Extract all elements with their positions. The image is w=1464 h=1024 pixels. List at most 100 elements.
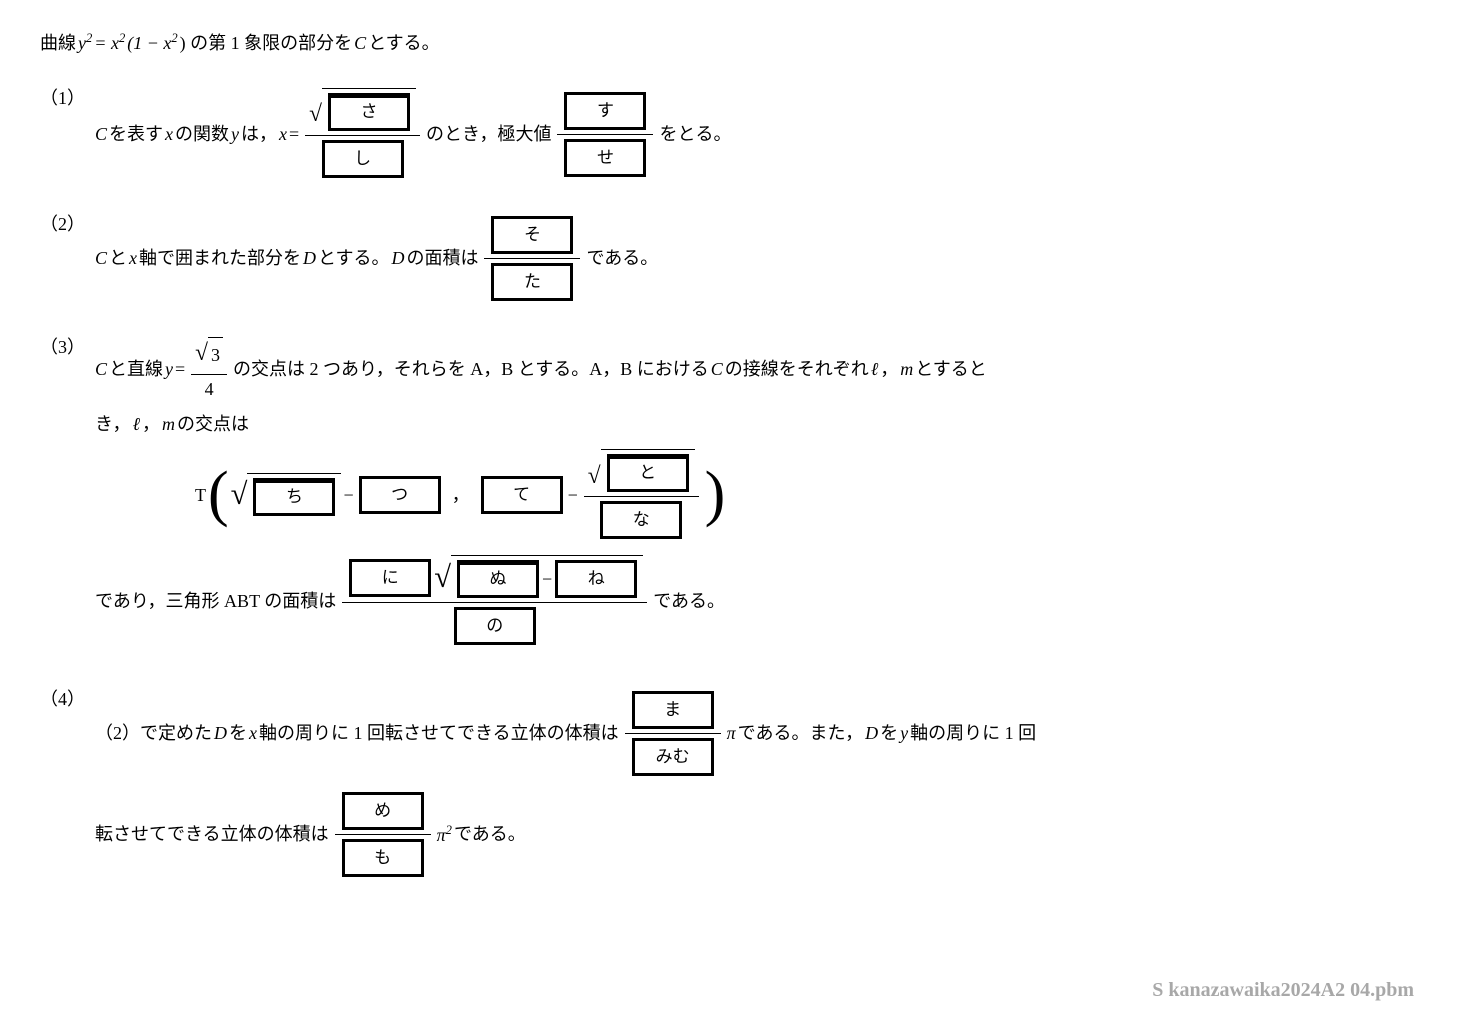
item-body: C と x 軸で囲まれた部分を D とする。 D の面積は そ た である。: [95, 212, 1424, 305]
var-l: ℓ: [132, 412, 140, 437]
var-x: x: [129, 246, 137, 271]
text: を: [229, 721, 247, 746]
text: 軸で囲まれた部分を: [139, 246, 301, 271]
var-m: m: [900, 357, 913, 382]
answer-box-mo: も: [342, 839, 424, 877]
comma: ，: [880, 357, 898, 382]
var-C: C: [95, 246, 107, 271]
fraction: ま みむ: [625, 687, 721, 780]
answer-box-no: の: [454, 607, 536, 645]
text: の接線をそれぞれ: [725, 357, 869, 382]
item-number: （1）: [40, 86, 95, 111]
text: を: [880, 721, 898, 746]
var-y: y2: [78, 30, 92, 56]
text: を表す: [109, 122, 163, 147]
text: は，: [241, 122, 277, 147]
text: き，: [95, 412, 130, 437]
intro-text: 曲線 y2 = x2 (1 − x2 ) の第 1 象限の部分を C とする。: [40, 30, 1424, 56]
text: の交点は 2 つあり，それらを A，B とする。A，B における: [233, 357, 709, 382]
var-C: C: [711, 357, 723, 382]
var-D: D: [865, 721, 878, 746]
equals: =: [175, 357, 185, 382]
answer-box-sa: さ: [328, 93, 410, 131]
text: 軸の周りに 1 回転させてできる立体の体積は: [259, 721, 619, 746]
text: である。: [586, 246, 658, 271]
fraction: め も: [335, 788, 431, 881]
question-3: （3） C と直線 y = √3 4 の交点は 2 つあり，それらを A，B と…: [40, 335, 1424, 657]
var-D: D: [214, 721, 227, 746]
answer-box-chi: ち: [253, 478, 335, 516]
text: とすると: [915, 357, 986, 382]
text: （2）で定めた: [95, 721, 212, 746]
text: と: [109, 246, 127, 271]
text: の交点は: [177, 412, 249, 437]
var-D: D: [391, 246, 404, 271]
answer-box-su: す: [564, 92, 646, 130]
watermark-text: S kanazawaika2024A2 04.pbm: [1152, 976, 1414, 1004]
answer-box-nu: ぬ: [457, 560, 539, 598]
text: 曲線: [40, 31, 76, 56]
var-C: C: [95, 357, 107, 382]
answer-box-ni: に: [349, 559, 431, 597]
answer-box-ta: た: [491, 263, 573, 301]
eq-part: = x2: [94, 30, 125, 56]
var-m: m: [162, 412, 175, 437]
text: とする。: [368, 31, 439, 56]
var-D: D: [303, 246, 316, 271]
pi: π: [727, 721, 736, 746]
sqrt: √ ち: [231, 473, 342, 518]
var-y: y: [231, 122, 239, 147]
sqrt: √ さ: [309, 88, 416, 133]
text: である。: [653, 589, 725, 614]
question-1: （1） C を表す x の関数 y は， x = √ さ し のとき，極大値 す…: [40, 86, 1424, 182]
var-x: x: [165, 122, 173, 147]
fraction: す せ: [557, 88, 653, 181]
fraction: √ と な: [584, 447, 699, 543]
var-C: C: [95, 122, 107, 147]
item-body: （2）で定めた D を x 軸の周りに 1 回転させてできる立体の体積は ま み…: [95, 687, 1424, 889]
point-T-expression: T ( √ ち − つ ， て − √ と な ): [195, 447, 1424, 543]
sqrt: √ ぬ − ね: [434, 555, 643, 600]
comma: ，: [452, 483, 470, 508]
var-y: y: [900, 721, 908, 746]
question-4: （4） （2）で定めた D を x 軸の周りに 1 回転させてできる立体の体積は…: [40, 687, 1424, 889]
answer-box-to: と: [607, 454, 689, 492]
item-number: （4）: [40, 687, 95, 712]
text: ) の第 1 象限の部分を: [180, 31, 353, 56]
item-number: （2）: [40, 212, 95, 237]
eq-part: (1 − x2: [127, 30, 177, 56]
text: である。: [454, 822, 526, 847]
minus: −: [343, 483, 353, 508]
text: をとる。: [659, 122, 731, 147]
answer-box-me: め: [342, 792, 424, 830]
answer-box-te: て: [481, 476, 563, 514]
minus: −: [542, 567, 552, 592]
answer-box-tsu: つ: [359, 476, 441, 514]
label-T: T: [195, 483, 206, 508]
answer-box-ma: ま: [632, 691, 714, 729]
answer-box-se: せ: [564, 139, 646, 177]
text: 軸の周りに 1 回: [910, 721, 1036, 746]
var-C: C: [354, 31, 366, 56]
text: である。また，: [738, 721, 863, 746]
question-2: （2） C と x 軸で囲まれた部分を D とする。 D の面積は そ た であ…: [40, 212, 1424, 305]
sqrt: √3: [195, 337, 223, 372]
fraction: そ た: [484, 212, 580, 305]
fraction: √ さ し: [305, 86, 420, 182]
answer-box-na: な: [600, 501, 682, 539]
text: の面積は: [406, 246, 478, 271]
minus: −: [568, 483, 578, 508]
text: であり，三角形 ABT の面積は: [95, 589, 336, 614]
var-x: x: [249, 721, 257, 746]
fraction: に √ ぬ − ね の: [342, 553, 647, 649]
answer-box-shi: し: [322, 140, 404, 178]
text: と直線: [109, 357, 163, 382]
var-y: y: [165, 357, 173, 382]
left-paren: (: [208, 467, 229, 523]
answer-box-so: そ: [491, 216, 573, 254]
fraction: √3 4: [191, 335, 227, 404]
item-body: C を表す x の関数 y は， x = √ さ し のとき，極大値 す せ を…: [95, 86, 1424, 182]
item-number: （3）: [40, 335, 95, 360]
text: とする。: [318, 246, 389, 271]
text: の関数: [175, 122, 229, 147]
